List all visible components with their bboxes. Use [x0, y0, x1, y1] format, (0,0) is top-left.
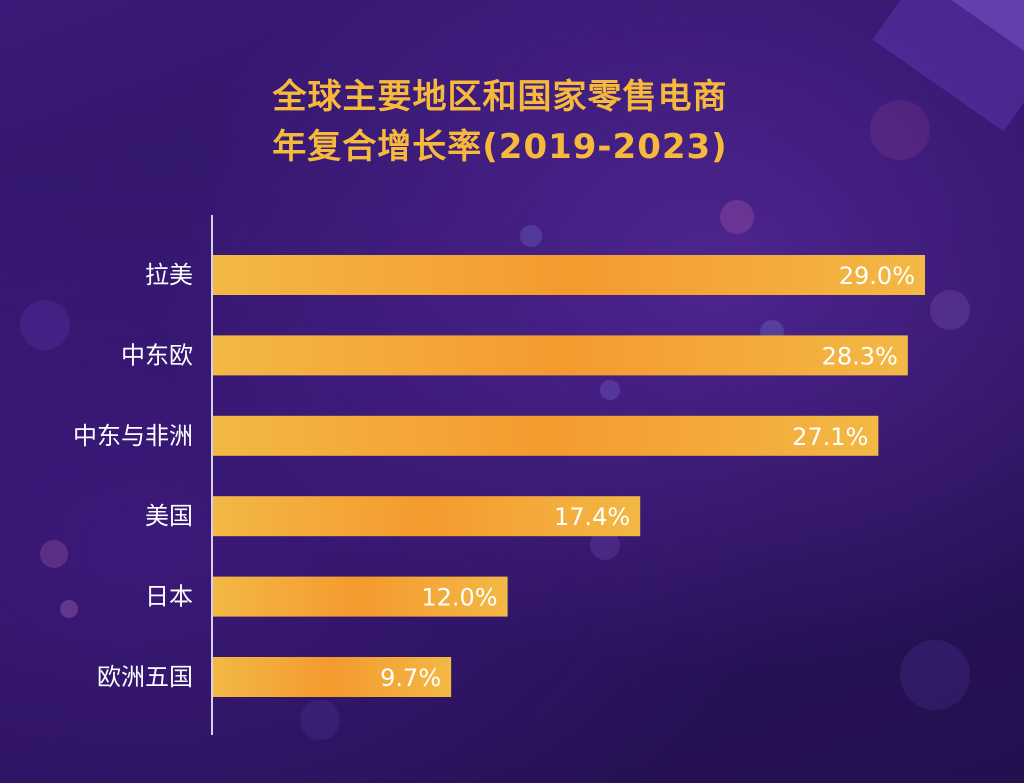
bar-5 — [213, 657, 452, 697]
value-label: 27.1% — [792, 423, 868, 451]
chart-title-line: 全球主要地区和国家零售电商 — [272, 77, 728, 117]
bar-2 — [213, 415, 879, 456]
category-label: 中东与非洲 — [73, 422, 193, 450]
chart-title: 全球主要地区和国家零售电商 年复合增长率(2019-2023) — [0, 72, 1000, 172]
bar-1 — [213, 335, 908, 376]
bar-0 — [213, 255, 925, 295]
value-label: 17.4% — [554, 503, 630, 531]
value-label: 29.0% — [839, 262, 915, 290]
category-label: 欧洲五国 — [97, 663, 193, 691]
category-label: 中东欧 — [121, 341, 193, 369]
category-label: 美国 — [145, 502, 193, 530]
value-label: 12.0% — [421, 584, 497, 612]
chart-title-line: 年复合增长率(2019-2023) — [272, 127, 728, 167]
value-label: 28.3% — [822, 342, 898, 370]
category-label: 拉美 — [145, 261, 193, 289]
bars-group: 拉美 29.0% 中东欧 28.3% 中东与非洲 27.1% 美国 17.4% 日本 12.0% 欧… — [73, 255, 925, 697]
category-label: 日本 — [145, 583, 193, 611]
bar-4 — [213, 576, 508, 617]
bar-3 — [213, 496, 641, 537]
value-label: 9.7% — [380, 664, 441, 692]
